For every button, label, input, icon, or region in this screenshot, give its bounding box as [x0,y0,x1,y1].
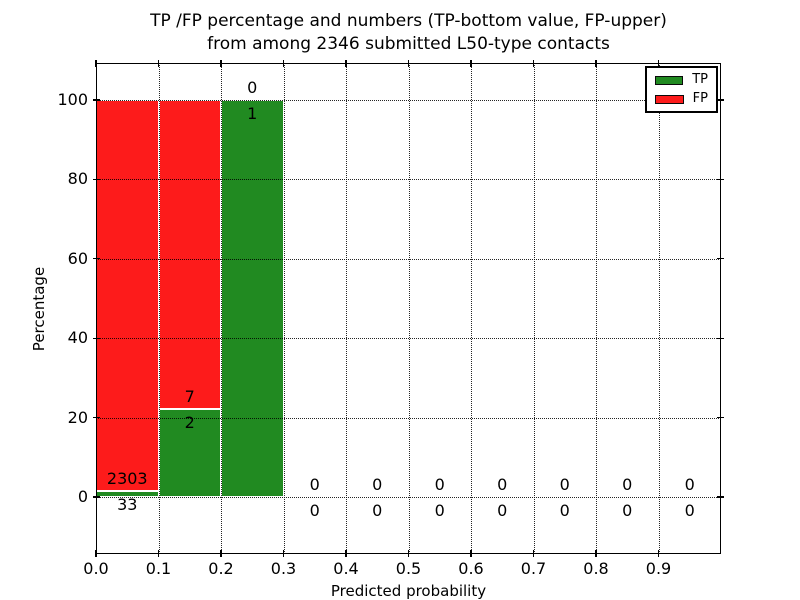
x-tick-label: 0.5 [395,559,422,578]
x-tick-mark [220,550,222,557]
y-tick-label: 100 [57,90,88,109]
x-tick-mark [157,550,160,557]
tp-count-label: 2 [184,412,195,432]
tp-count-label: 33 [117,495,138,515]
gridline-vertical [158,63,160,554]
x-tick-mark [532,550,535,557]
x-tick-label: 0.0 [83,559,109,578]
x-tick-mark-top [282,60,285,67]
y-tick-mark-right [717,416,724,419]
tp-count-label: 0 [559,501,570,520]
tp-count-label: 0 [622,501,633,520]
y-tick-mark [93,99,100,101]
legend-swatch-tp [655,75,684,85]
tp-count-label: 0 [372,501,383,520]
y-tick-mark-right [717,258,724,260]
x-tick-mark-top [220,60,222,67]
legend-label: FP [692,91,708,106]
y-tick-mark [93,496,100,498]
y-tick-mark [93,337,100,339]
x-tick-label: 0.4 [333,559,359,578]
gridline-vertical [533,63,535,554]
bar-segment-fp [96,100,159,492]
legend-swatch-fp [655,94,684,104]
bar-segment-tp [221,100,284,497]
x-tick-label: 0.2 [208,559,234,578]
x-tick-mark [95,550,97,557]
fp-count-label: 7 [184,386,195,406]
fp-count-label: 2303 [106,469,148,489]
x-tick-label: 0.9 [645,559,672,578]
gridline-vertical [471,63,472,554]
fp-count-label: 0 [684,475,695,494]
fp-count-label: 0 [309,475,320,494]
x-tick-mark-top [470,60,472,67]
y-tick-mark [93,178,100,181]
x-tick-label: 0.7 [520,559,547,578]
gridline-vertical [346,63,347,554]
x-tick-mark-top [345,60,347,67]
x-tick-label: 0.8 [583,559,609,578]
gridline-vertical [408,63,410,554]
x-tick-mark [407,550,410,557]
x-tick-mark [345,550,347,557]
x-tick-label: 0.3 [270,559,297,578]
fp-count-label: 0 [434,475,445,494]
fp-count-label: 0 [622,475,633,494]
y-tick-label: 0 [77,487,88,506]
x-tick-mark [470,550,472,557]
x-axis-label: Predicted probability [330,582,487,600]
x-tick-mark-top [595,60,597,67]
legend-row: TP [655,73,708,87]
fp-count-label: 0 [559,475,570,494]
y-tick-mark-right [717,178,724,181]
fp-count-label: 0 [247,78,258,97]
x-tick-mark-top [157,60,160,67]
bar-segment-tp [158,408,221,497]
tp-count-label: 0 [684,501,695,520]
y-tick-label: 80 [67,169,88,189]
tp-count-label: 0 [497,501,508,520]
legend-row: FP [655,92,708,106]
x-tick-mark [282,550,285,557]
y-tick-label: 60 [67,248,88,268]
tp-count-label: 0 [309,501,320,520]
y-tick-mark-right [717,496,724,498]
y-tick-mark [93,258,100,260]
y-tick-mark-right [717,99,724,101]
tp-count-label: 0 [434,501,445,520]
x-tick-label: 0.6 [458,559,484,578]
gridline-vertical [596,63,597,554]
y-tick-mark [93,416,100,419]
x-tick-mark [595,550,597,557]
gridline-vertical [96,63,97,554]
y-tick-label: 40 [67,328,88,348]
x-tick-mark-top [407,60,410,67]
fp-count-label: 0 [497,475,508,494]
x-tick-mark-top [95,60,97,67]
x-tick-mark-top [532,60,535,67]
y-tick-mark-right [717,337,724,339]
legend-label: TP [692,72,708,87]
chart-title-line2: from among 2346 submitted L50-type conta… [207,34,610,54]
bar-segment-fp [158,100,221,409]
chart-title-line1: TP /FP percentage and numbers (TP-bottom… [150,11,667,31]
y-tick-label: 20 [67,407,88,427]
x-tick-mark [657,550,660,557]
x-tick-label: 0.1 [145,559,172,578]
fp-count-label: 0 [372,475,383,494]
gridline-vertical [221,63,222,554]
gridline-vertical [658,63,660,554]
legend: TP FP [645,66,718,113]
tp-count-label: 1 [247,104,258,123]
gridline-vertical [283,63,285,554]
